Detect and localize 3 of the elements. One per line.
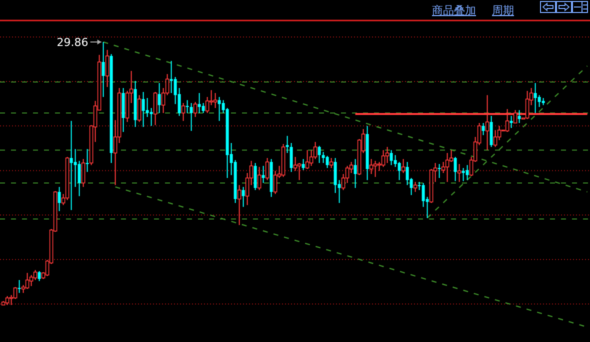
- annotation: 29.86: [56, 36, 88, 49]
- text: 商品叠加: [432, 4, 476, 17]
- text: 周期: [492, 4, 514, 17]
